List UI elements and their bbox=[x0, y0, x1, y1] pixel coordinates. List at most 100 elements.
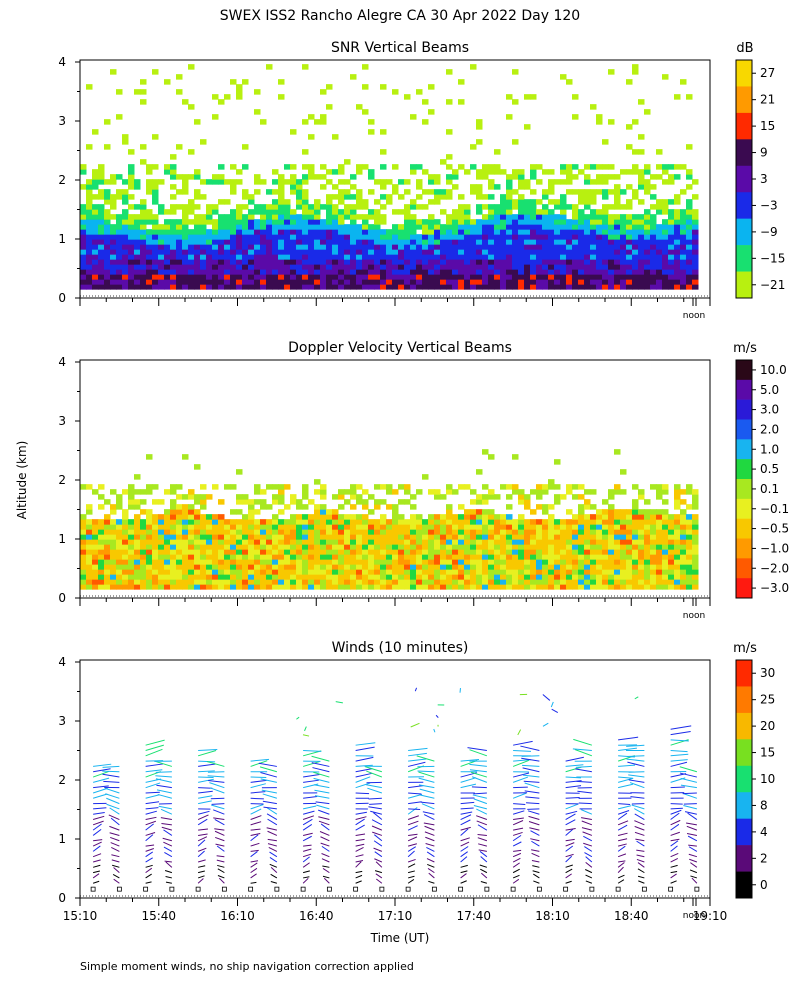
snr-cell bbox=[356, 189, 363, 195]
snr-cell bbox=[236, 254, 243, 260]
snr-cell bbox=[692, 284, 699, 290]
snr-cell bbox=[104, 219, 111, 225]
doppler-cell bbox=[254, 539, 261, 545]
doppler-cell bbox=[98, 484, 105, 490]
snr-cell bbox=[638, 229, 645, 235]
snr-cell bbox=[608, 279, 615, 285]
snr-cell bbox=[398, 229, 405, 235]
doppler-cell bbox=[338, 524, 345, 530]
snr-cell bbox=[632, 194, 639, 200]
snr-cell bbox=[146, 234, 153, 240]
snr-cell bbox=[326, 229, 333, 235]
doppler-cell bbox=[386, 544, 393, 550]
doppler-cell bbox=[152, 569, 159, 575]
wind-barb bbox=[690, 875, 698, 879]
doppler-cell bbox=[578, 564, 585, 570]
wind-barb bbox=[313, 777, 330, 783]
doppler-cell bbox=[326, 509, 333, 515]
snr-cell bbox=[578, 264, 585, 270]
snr-cell bbox=[566, 279, 573, 285]
doppler-cell bbox=[686, 519, 693, 525]
snr-cell bbox=[362, 284, 369, 290]
snr-cell bbox=[464, 204, 471, 210]
doppler-cell bbox=[200, 564, 207, 570]
doppler-cell bbox=[422, 524, 429, 530]
snr-cell bbox=[356, 249, 363, 255]
doppler-colorbar-label: 3.0 bbox=[760, 403, 779, 417]
snr-cell bbox=[224, 259, 231, 265]
doppler-cell bbox=[692, 549, 699, 555]
snr-cell bbox=[548, 254, 555, 260]
snr-cell bbox=[692, 259, 699, 265]
doppler-cell bbox=[356, 494, 363, 500]
snr-cell bbox=[278, 279, 285, 285]
doppler-cell bbox=[452, 584, 459, 590]
snr-cell bbox=[260, 254, 267, 260]
snr-cell bbox=[524, 209, 531, 215]
doppler-cell bbox=[230, 554, 237, 560]
snr-cell bbox=[314, 199, 321, 205]
winds-colorbar-label: 2 bbox=[760, 851, 768, 865]
wind-barb bbox=[575, 765, 592, 768]
doppler-cell bbox=[92, 549, 99, 555]
wind-barb bbox=[670, 786, 685, 789]
doppler-cell bbox=[608, 574, 615, 580]
snr-cell bbox=[320, 279, 327, 285]
snr-cell bbox=[632, 189, 639, 195]
snr-cell bbox=[308, 219, 315, 225]
snr-cell bbox=[236, 259, 243, 265]
snr-cell bbox=[170, 204, 177, 210]
snr-cell bbox=[272, 279, 279, 285]
snr-cell bbox=[152, 224, 159, 230]
doppler-cell bbox=[434, 529, 441, 535]
doppler-cell bbox=[338, 549, 345, 555]
snr-cell bbox=[152, 214, 159, 220]
wind-barb bbox=[164, 860, 172, 863]
doppler-cell bbox=[344, 584, 351, 590]
doppler-cell bbox=[200, 569, 207, 575]
snr-cell bbox=[674, 269, 681, 275]
doppler-cell bbox=[512, 549, 519, 555]
snr-cell bbox=[452, 224, 459, 230]
wind-barb bbox=[260, 778, 277, 783]
doppler-cell bbox=[440, 569, 447, 575]
snr-cell bbox=[386, 234, 393, 240]
snr-colorbar-label: 15 bbox=[760, 119, 775, 133]
doppler-cell bbox=[170, 524, 177, 530]
snr-cell bbox=[122, 214, 129, 220]
doppler-cell bbox=[92, 539, 99, 545]
doppler-cell bbox=[662, 529, 669, 535]
snr-cell bbox=[224, 284, 231, 290]
snr-cell bbox=[536, 224, 543, 230]
wind-barb bbox=[617, 812, 628, 820]
doppler-cell bbox=[578, 529, 585, 535]
wind-barb bbox=[428, 880, 435, 884]
wind-surface-marker bbox=[353, 886, 359, 892]
doppler-cell bbox=[632, 484, 639, 490]
snr-cell bbox=[422, 264, 429, 270]
doppler-cell bbox=[524, 534, 531, 540]
doppler-cell bbox=[380, 584, 387, 590]
snr-cell bbox=[116, 269, 123, 275]
doppler-plot-area bbox=[80, 449, 699, 590]
snr-cell bbox=[464, 239, 471, 245]
doppler-cell bbox=[314, 544, 321, 550]
doppler-cell bbox=[194, 514, 201, 520]
snr-cell bbox=[602, 139, 609, 145]
snr-cell bbox=[566, 169, 573, 175]
doppler-cell bbox=[206, 519, 213, 525]
doppler-cell bbox=[380, 524, 387, 530]
snr-cell bbox=[638, 219, 645, 225]
snr-cell bbox=[596, 269, 603, 275]
snr-cell bbox=[632, 119, 639, 125]
snr-cell bbox=[548, 279, 555, 285]
winds-colorbar-swatch bbox=[736, 660, 752, 687]
doppler-cell bbox=[278, 569, 285, 575]
wind-barb bbox=[584, 852, 593, 858]
snr-cell bbox=[182, 264, 189, 270]
doppler-cell bbox=[518, 514, 525, 520]
snr-cell bbox=[560, 234, 567, 240]
doppler-cell bbox=[260, 559, 267, 565]
snr-cell bbox=[644, 229, 651, 235]
